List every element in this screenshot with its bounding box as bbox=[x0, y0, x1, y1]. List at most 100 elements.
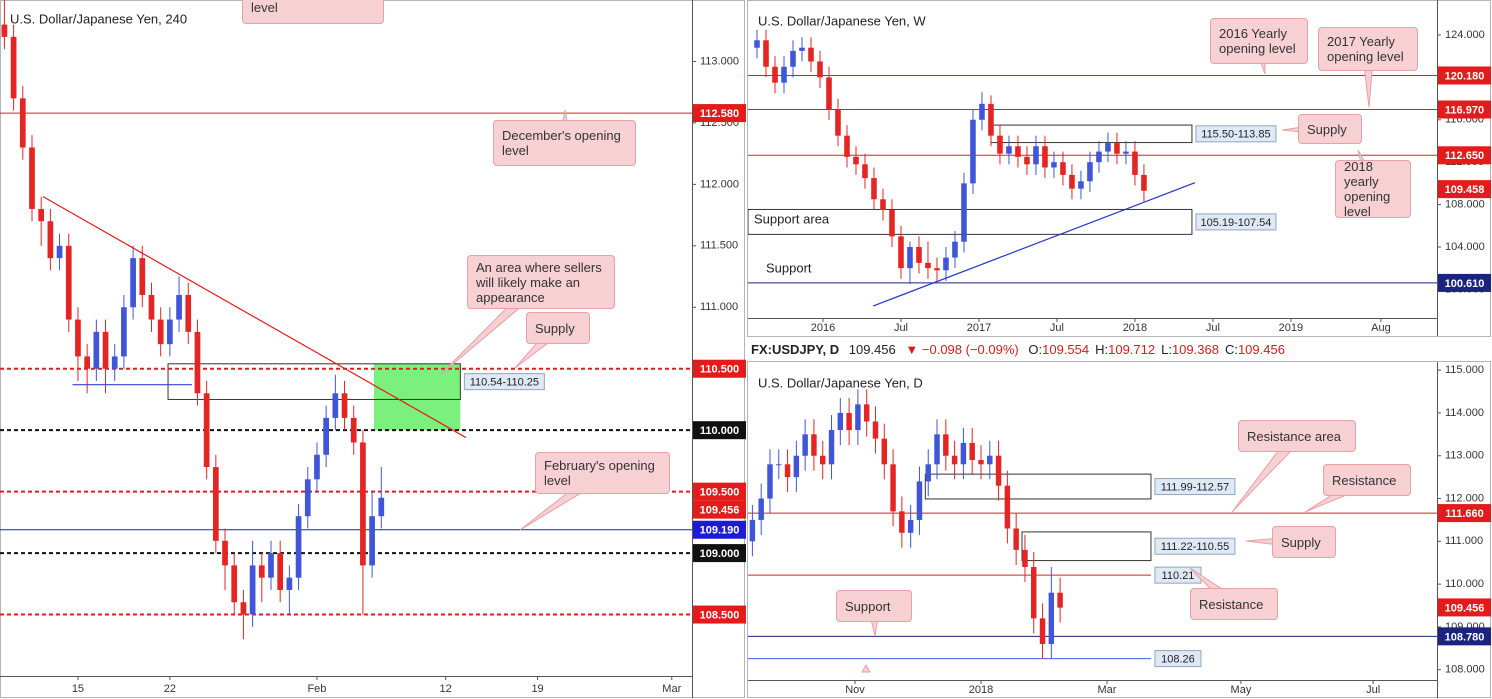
zone bbox=[924, 473, 1152, 500]
candle-body bbox=[360, 442, 366, 566]
candle-body bbox=[378, 497, 385, 517]
plot-area bbox=[748, 29, 1437, 307]
candle-body bbox=[1, 24, 8, 37]
candle-body bbox=[925, 262, 931, 269]
candle-body bbox=[102, 331, 109, 369]
field-value: 109.712 bbox=[1108, 342, 1156, 357]
candle-body bbox=[758, 498, 764, 520]
callout: Resistance bbox=[1190, 588, 1278, 620]
candle-body bbox=[84, 356, 90, 369]
zone-label: 115.50-113.85 bbox=[1201, 129, 1270, 141]
candle-body bbox=[784, 464, 791, 478]
candle-body bbox=[844, 135, 850, 157]
candle-body bbox=[767, 464, 773, 499]
zone-label-box bbox=[463, 373, 545, 391]
price-label-box bbox=[1438, 504, 1491, 523]
zone-label: 111.99-112.57 bbox=[1161, 481, 1230, 493]
x-tick-label: 22 bbox=[164, 683, 176, 695]
candle-body bbox=[1039, 618, 1046, 645]
candle-body bbox=[1013, 528, 1019, 550]
candle-body bbox=[907, 519, 914, 533]
candle-body bbox=[369, 516, 375, 566]
chart-title: U.S. Dollar/Japanese Yen, 240 bbox=[10, 11, 187, 26]
field-value: 109.554 bbox=[1042, 342, 1090, 357]
level-label: 110.21 bbox=[1162, 570, 1195, 582]
y-tick-label: 112.000 bbox=[1445, 492, 1484, 504]
candle-body bbox=[111, 356, 118, 369]
price-label: 111.660 bbox=[1445, 508, 1484, 520]
trendline bbox=[42, 196, 467, 439]
candle-body bbox=[934, 268, 940, 271]
zone bbox=[167, 363, 461, 400]
candle-body bbox=[295, 516, 302, 578]
candle-body bbox=[817, 61, 823, 78]
price-label: 109.458 bbox=[1445, 184, 1485, 196]
candle-body bbox=[19, 98, 26, 148]
candle-body bbox=[268, 553, 274, 578]
candle-body bbox=[925, 464, 931, 482]
candle-body bbox=[808, 47, 814, 62]
field-key: O: bbox=[1028, 342, 1043, 357]
candle-body bbox=[871, 178, 877, 200]
candle-body bbox=[880, 199, 886, 210]
candle-body bbox=[802, 434, 808, 456]
price-label-box bbox=[693, 544, 746, 563]
price-label-box bbox=[693, 605, 746, 624]
x-tick-label: 12 bbox=[440, 683, 452, 695]
quote-bar: FX:USDJPY, D 109.456 ▼ −0.098 (−0.09%) O… bbox=[749, 340, 1491, 360]
callout: 2018 yearly opening level bbox=[1335, 159, 1411, 219]
y-tick-label: 124.000 bbox=[1445, 29, 1485, 41]
candle-body bbox=[1060, 162, 1066, 175]
x-tick-label: Mar bbox=[662, 683, 681, 695]
x-tick-label: Jul bbox=[1366, 684, 1380, 696]
candle-body bbox=[837, 412, 844, 431]
y-tick-label: 108.000 bbox=[1445, 198, 1485, 210]
callout: 2016 Yearly opening level bbox=[1210, 18, 1308, 64]
candle-body bbox=[826, 77, 832, 110]
candle-body bbox=[139, 258, 146, 295]
level-label-box bbox=[1154, 650, 1202, 668]
callout: level bbox=[242, 0, 384, 24]
trendline bbox=[872, 182, 1196, 307]
field-value: 109.368 bbox=[1171, 342, 1219, 357]
candle-body bbox=[194, 331, 201, 394]
zone-label-box bbox=[1195, 213, 1277, 231]
panel-frame bbox=[0, 0, 745, 698]
candle-body bbox=[10, 36, 17, 99]
candle-body bbox=[1057, 592, 1063, 608]
x-tick-label: 2016 bbox=[811, 322, 835, 334]
x-tick-label: Mar bbox=[1098, 684, 1117, 696]
price-label-box bbox=[693, 104, 746, 123]
price-label: 110.000 bbox=[700, 425, 739, 437]
candle-body bbox=[952, 241, 958, 258]
candle-body bbox=[185, 294, 192, 332]
y-tick-label: 113.000 bbox=[1445, 450, 1484, 462]
price-label: 112.650 bbox=[1445, 150, 1484, 162]
callout: Supply bbox=[526, 312, 590, 344]
x-tick-label: 2017 bbox=[967, 322, 991, 334]
y-tick-label: 111.000 bbox=[700, 301, 738, 313]
candle-body bbox=[1004, 485, 1011, 529]
last-price: 109.456 bbox=[848, 342, 896, 357]
annotation-text: Support area bbox=[754, 211, 830, 227]
x-tick-label: Aug bbox=[1371, 322, 1391, 334]
candle-body bbox=[835, 109, 841, 136]
candle-body bbox=[978, 460, 984, 465]
price-label-box bbox=[693, 421, 746, 440]
candle-body bbox=[916, 246, 922, 263]
candle-body bbox=[828, 430, 835, 465]
candle-body bbox=[961, 183, 967, 242]
candle-body bbox=[763, 40, 769, 67]
candle-body bbox=[781, 66, 787, 83]
candle-body bbox=[130, 258, 136, 308]
zone-label: 110.54-110.25 bbox=[470, 377, 539, 389]
candle-body bbox=[997, 135, 1003, 154]
candle-body bbox=[995, 455, 1002, 486]
price-label: 109.456 bbox=[1445, 602, 1485, 614]
candle-body bbox=[1022, 549, 1028, 568]
zone bbox=[373, 363, 461, 431]
candle-body bbox=[231, 565, 238, 603]
callout: Supply bbox=[1298, 114, 1362, 144]
